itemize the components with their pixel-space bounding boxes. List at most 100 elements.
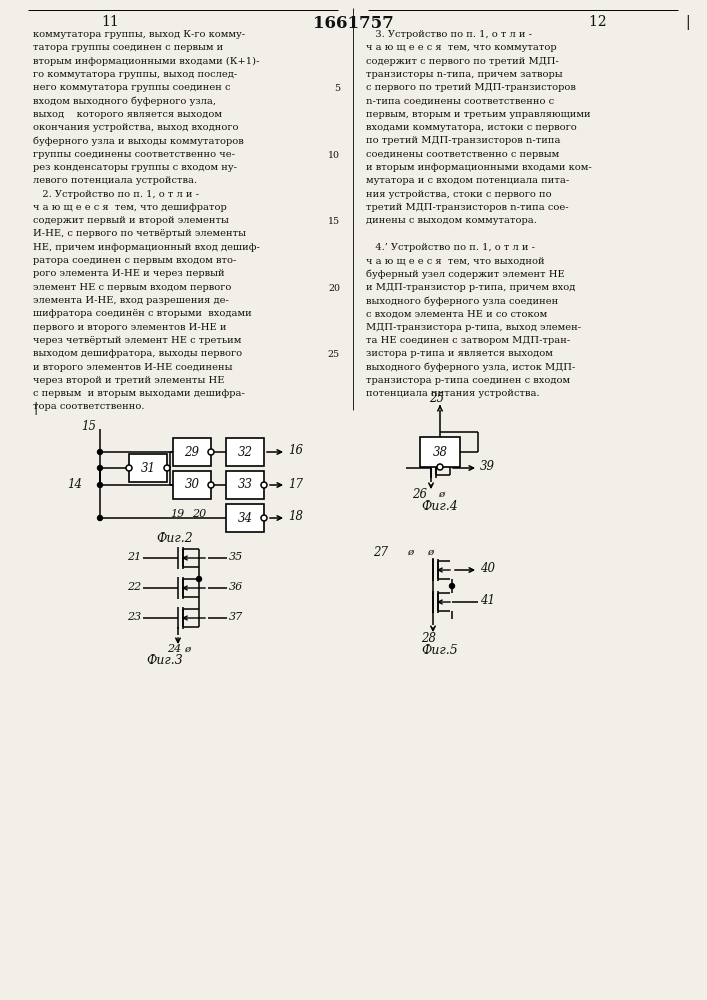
Text: первого и второго элементов И-НЕ и: первого и второго элементов И-НЕ и bbox=[33, 323, 226, 332]
Circle shape bbox=[98, 483, 103, 488]
Text: содержит первый и второй элементы: содержит первый и второй элементы bbox=[33, 216, 229, 225]
Text: 15: 15 bbox=[328, 217, 340, 226]
Text: НЕ, причем информационный вход дешиф-: НЕ, причем информационный вход дешиф- bbox=[33, 243, 260, 252]
Text: зистора p-типа и является выходом: зистора p-типа и является выходом bbox=[366, 349, 553, 358]
Text: татора группы соединен с первым и: татора группы соединен с первым и bbox=[33, 43, 223, 52]
Circle shape bbox=[208, 449, 214, 455]
Text: та НЕ соединен с затвором МДП-тран-: та НЕ соединен с затвором МДП-тран- bbox=[366, 336, 571, 345]
Text: 14: 14 bbox=[67, 478, 82, 490]
Text: транзисторы n-типа, причем затворы: транзисторы n-типа, причем затворы bbox=[366, 70, 563, 79]
Text: 21: 21 bbox=[127, 552, 141, 562]
Text: Фиг.2: Фиг.2 bbox=[157, 532, 194, 544]
Text: через четвёртый элемент НЕ с третьим: через четвёртый элемент НЕ с третьим bbox=[33, 336, 241, 345]
Text: коммутатора группы, выход К-го комму-: коммутатора группы, выход К-го комму- bbox=[33, 30, 245, 39]
Text: 32: 32 bbox=[238, 446, 252, 458]
Text: потенциала питания устройства.: потенциала питания устройства. bbox=[366, 389, 539, 398]
Text: и МДП-транзистор p-типа, причем вход: и МДП-транзистор p-типа, причем вход bbox=[366, 283, 575, 292]
Text: |: | bbox=[685, 15, 689, 30]
Text: 23: 23 bbox=[127, 612, 141, 622]
Text: динены с выходом коммутатора.: динены с выходом коммутатора. bbox=[366, 216, 537, 225]
Circle shape bbox=[126, 465, 132, 471]
Text: го коммутатора группы, выход послед-: го коммутатора группы, выход послед- bbox=[33, 70, 238, 79]
Text: |: | bbox=[33, 402, 37, 415]
Text: ø: ø bbox=[438, 489, 444, 498]
Text: с первого по третий МДП-транзисторов: с первого по третий МДП-транзисторов bbox=[366, 83, 576, 92]
Text: 33: 33 bbox=[238, 479, 252, 491]
Circle shape bbox=[197, 576, 201, 582]
Text: соединены соответственно с первым: соединены соответственно с первым bbox=[366, 150, 559, 159]
Text: Фиг.4: Фиг.4 bbox=[421, 499, 458, 512]
Text: буферный узел содержит элемент НЕ: буферный узел содержит элемент НЕ bbox=[366, 269, 565, 279]
Text: входом выходного буферного узла,: входом выходного буферного узла, bbox=[33, 97, 216, 106]
Text: 2. Устройство по п. 1, о т л и -: 2. Устройство по п. 1, о т л и - bbox=[33, 190, 199, 199]
Text: 20: 20 bbox=[328, 284, 340, 293]
Text: Фиг.5: Фиг.5 bbox=[421, 645, 458, 658]
Text: 10: 10 bbox=[328, 151, 340, 160]
Text: ч а ю щ е е с я  тем, что коммутатор: ч а ю щ е е с я тем, что коммутатор bbox=[366, 43, 556, 52]
Text: 3. Устройство по п. 1, о т л и -: 3. Устройство по п. 1, о т л и - bbox=[366, 30, 532, 39]
Text: транзистора p-типа соединен с входом: транзистора p-типа соединен с входом bbox=[366, 376, 570, 385]
Text: 15: 15 bbox=[81, 420, 96, 434]
Text: шифратора соединён с вторыми  входами: шифратора соединён с вторыми входами bbox=[33, 309, 252, 318]
Text: 5: 5 bbox=[334, 84, 340, 93]
Text: ø: ø bbox=[407, 548, 413, 556]
Text: ния устройства, стоки с первого по: ния устройства, стоки с первого по bbox=[366, 190, 551, 199]
Text: выходного буферного узла соединен: выходного буферного узла соединен bbox=[366, 296, 559, 306]
Text: 35: 35 bbox=[229, 552, 243, 562]
Text: 34: 34 bbox=[238, 512, 252, 524]
Text: третий МДП-транзисторов n-типа сое-: третий МДП-транзисторов n-типа сое- bbox=[366, 203, 568, 212]
Text: 18: 18 bbox=[288, 510, 303, 524]
Text: с первым  и вторым выходами дешифра-: с первым и вторым выходами дешифра- bbox=[33, 389, 245, 398]
Text: ø: ø bbox=[427, 548, 433, 556]
Text: 11: 11 bbox=[101, 15, 119, 29]
Text: И-НЕ, с первого по четвёртый элементы: И-НЕ, с первого по четвёртый элементы bbox=[33, 230, 246, 238]
Bar bbox=[226, 504, 264, 532]
Text: содержит с первого по третий МДП-: содержит с первого по третий МДП- bbox=[366, 57, 559, 66]
Text: выход    которого является выходом: выход которого является выходом bbox=[33, 110, 222, 119]
Text: 30: 30 bbox=[185, 479, 199, 491]
Circle shape bbox=[98, 516, 103, 520]
Bar bbox=[129, 454, 167, 482]
Text: окончания устройства, выход входного: окончания устройства, выход входного bbox=[33, 123, 238, 132]
Circle shape bbox=[208, 482, 214, 488]
Text: мутатора и с входом потенциала пита-: мутатора и с входом потенциала пита- bbox=[366, 176, 569, 185]
Text: 22: 22 bbox=[127, 582, 141, 592]
Text: рого элемента И-НЕ и через первый: рого элемента И-НЕ и через первый bbox=[33, 269, 225, 278]
Text: 29: 29 bbox=[185, 446, 199, 458]
Text: 36: 36 bbox=[229, 582, 243, 592]
Text: 1661757: 1661757 bbox=[312, 15, 393, 32]
Text: ч а ю щ е е с я  тем, что выходной: ч а ю щ е е с я тем, что выходной bbox=[366, 256, 544, 265]
Text: 38: 38 bbox=[433, 446, 448, 458]
Text: 17: 17 bbox=[288, 478, 303, 490]
Text: него коммутатора группы соединен с: него коммутатора группы соединен с bbox=[33, 83, 230, 92]
Text: буферного узла и выходы коммутаторов: буферного узла и выходы коммутаторов bbox=[33, 136, 244, 146]
Text: 20: 20 bbox=[192, 509, 206, 519]
Bar bbox=[173, 438, 211, 466]
Text: 31: 31 bbox=[141, 462, 156, 475]
Text: МДП-транзистора p-типа, выход элемен-: МДП-транзистора p-типа, выход элемен- bbox=[366, 323, 581, 332]
Text: с входом элемента НЕ и со стоком: с входом элемента НЕ и со стоком bbox=[366, 309, 547, 318]
Text: 25: 25 bbox=[328, 350, 340, 359]
Text: по третий МДП-транзисторов n-типа: по третий МДП-транзисторов n-типа bbox=[366, 136, 561, 145]
Text: первым, вторым и третьим управляющими: первым, вторым и третьим управляющими bbox=[366, 110, 590, 119]
Text: и второго элементов И-НЕ соединены: и второго элементов И-НЕ соединены bbox=[33, 362, 233, 371]
Text: 26: 26 bbox=[412, 488, 427, 500]
Text: Фиг.3: Фиг.3 bbox=[146, 654, 183, 668]
Text: тора соответственно.: тора соответственно. bbox=[33, 402, 144, 411]
Circle shape bbox=[98, 450, 103, 454]
Text: ø: ø bbox=[184, 645, 190, 654]
Text: и вторым информационными входами ком-: и вторым информационными входами ком- bbox=[366, 163, 592, 172]
Text: 40: 40 bbox=[480, 562, 495, 576]
Text: выходного буферного узла, исток МДП-: выходного буферного узла, исток МДП- bbox=[366, 362, 575, 372]
Text: 37: 37 bbox=[229, 612, 243, 622]
Text: 41: 41 bbox=[480, 594, 495, 607]
Text: ч а ю щ е е с я  тем, что дешифратор: ч а ю щ е е с я тем, что дешифратор bbox=[33, 203, 227, 212]
Circle shape bbox=[98, 466, 103, 471]
Text: n-типа соединены соответственно с: n-типа соединены соответственно с bbox=[366, 97, 554, 105]
Bar bbox=[226, 471, 264, 499]
Bar bbox=[420, 437, 460, 467]
Text: 25: 25 bbox=[429, 392, 445, 406]
Circle shape bbox=[437, 464, 443, 470]
Text: 24: 24 bbox=[167, 644, 181, 654]
Text: элемента И-НЕ, вход разрешения де-: элемента И-НЕ, вход разрешения де- bbox=[33, 296, 229, 305]
